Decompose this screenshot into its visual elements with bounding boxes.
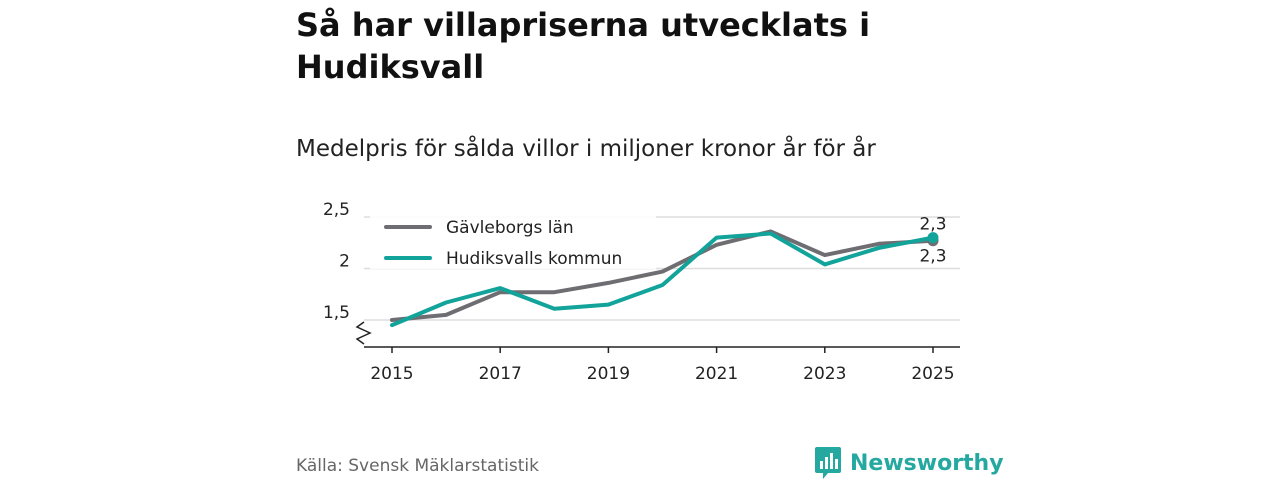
x-tick-label: 2017 <box>479 364 522 384</box>
chart-subtitle: Medelpris för sålda villor i miljoner kr… <box>296 136 876 162</box>
x-tick-label: 2021 <box>695 364 738 384</box>
newsworthy-logo-icon <box>815 447 841 479</box>
series-line-0 <box>390 229 935 322</box>
y-tick-label: 1,5 <box>323 303 350 323</box>
source-note: Källa: Svensk Mäklarstatistik <box>296 456 539 476</box>
axis-break-icon <box>355 321 372 345</box>
newsworthy-logo: Newsworthy <box>814 446 1004 480</box>
axes: 1,5 2 2,5 2015 2017 2019 2021 2023 2025 <box>323 200 960 384</box>
x-tick-label: 2023 <box>803 364 846 384</box>
end-label: 2,3 <box>919 215 946 235</box>
legend: Gävleborgs län Hudiksvalls kommun <box>370 211 656 269</box>
x-tick-label: 2015 <box>370 364 413 384</box>
chart-title: Så har villapriserna utvecklats i Hudiks… <box>296 6 871 86</box>
legend-label: Gävleborgs län <box>446 218 574 238</box>
series-line-1 <box>390 231 935 328</box>
y-tick-label: 2 <box>339 252 350 272</box>
data-point <box>927 232 939 244</box>
y-tick-label: 2,5 <box>323 200 350 220</box>
newsworthy-logo-text: Newsworthy <box>850 450 1004 476</box>
x-tick-label: 2019 <box>587 364 630 384</box>
end-labels: 2,3 2,3 <box>919 215 946 267</box>
x-tick-label: 2025 <box>911 364 954 384</box>
series-lines <box>390 229 939 328</box>
end-label: 2,3 <box>919 247 946 267</box>
legend-label: Hudiksvalls kommun <box>446 249 622 269</box>
